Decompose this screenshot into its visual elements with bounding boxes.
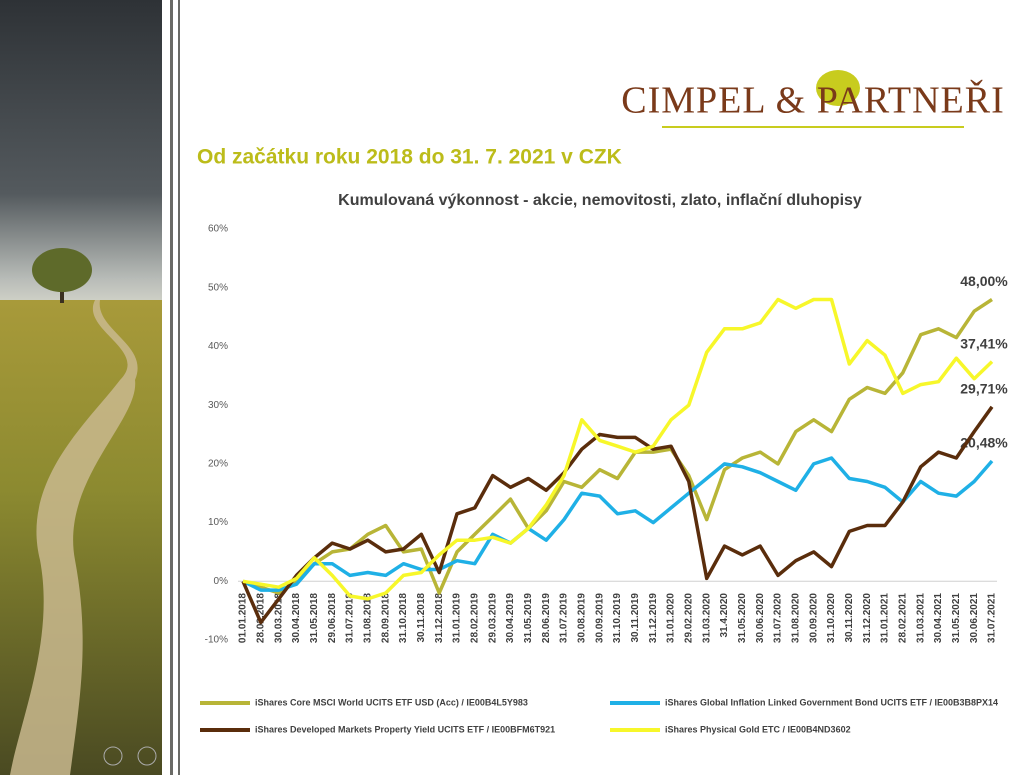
x-tick-label: 30.06.2020: [755, 593, 766, 643]
legend-label: iShares Developed Markets Property Yield…: [255, 724, 555, 734]
x-tick-label: 31.07.2018: [345, 593, 356, 643]
series-line: [241, 405, 994, 625]
x-tick-label: 30.11.2018: [416, 593, 427, 643]
x-tick-label: 30.04.2021: [933, 593, 944, 643]
x-tick-label: 30.06.2021: [969, 593, 980, 643]
x-tick-label: 31.05.2020: [737, 593, 748, 643]
toolbar-icon[interactable]: [137, 746, 157, 766]
slide-title: Od začátku roku 2018 do 31. 7. 2021 v CZ…: [197, 146, 622, 169]
x-tick-label: 29.02.2020: [683, 593, 694, 643]
x-tick-label: 30.04.2019: [505, 593, 516, 643]
series-line: [242, 456, 994, 592]
x-tick-label: 31.08.2018: [362, 593, 373, 643]
y-tick-label: 60%: [208, 224, 228, 235]
logo: CIMPEL & PARTNEŘI: [621, 70, 1005, 128]
x-tick-label: 31.10.2020: [826, 593, 837, 643]
x-tick-label: 31.01.2020: [666, 593, 677, 643]
x-tick-label: 31.08.2020: [790, 593, 801, 643]
x-tick-label: 31.07.2019: [559, 593, 570, 643]
chart-title: Kumulovaná výkonnost - akcie, nemovitost…: [338, 192, 862, 209]
x-tick-label: 31.12.2018: [434, 593, 445, 643]
y-tick-label: 50%: [208, 282, 228, 293]
y-tick-label: 30%: [208, 400, 228, 411]
x-tick-label: 30.03.2018: [273, 593, 284, 643]
x-tick-label: 31.10.2019: [612, 593, 623, 643]
x-tick-label: 31.12.2019: [648, 593, 659, 643]
y-tick-label: 0%: [214, 576, 229, 587]
x-tick-label: 31.4.2020: [719, 593, 730, 638]
y-tick-label: 40%: [208, 341, 228, 352]
x-tick-label: 31.03.2020: [701, 593, 712, 643]
x-tick-label: 28.09.2018: [380, 593, 391, 643]
x-tick-label: 30.08.2019: [576, 593, 587, 643]
x-tick-label: 28.06.2019: [541, 593, 552, 643]
x-tick-label: 31.07.2021: [987, 593, 998, 643]
value-label: 29,71%: [960, 381, 1008, 397]
legend-label: iShares Global Inflation Linked Governme…: [665, 697, 998, 707]
logo-leaf: [816, 70, 860, 106]
x-tick-label: 31.07.2020: [773, 593, 784, 643]
legend-label: iShares Physical Gold ETC / IE00B4ND3602: [665, 724, 851, 734]
x-tick-label: 29.03.2019: [487, 593, 498, 643]
y-tick-label: 20%: [208, 458, 228, 469]
series-line: [242, 297, 994, 601]
x-tick-label: 30.09.2019: [594, 593, 605, 643]
x-tick-label: 31.01.2021: [880, 593, 891, 643]
x-tick-label: 28.02.2019: [469, 593, 480, 643]
x-tick-label: 30.11.2020: [844, 593, 855, 643]
x-tick-label: 31.01.2019: [452, 593, 463, 643]
x-tick-label: 30.04.2018: [291, 593, 302, 643]
series-line: [242, 298, 993, 595]
x-tick-label: 31.03.2021: [915, 593, 926, 643]
x-tick-label: 31.12.2020: [862, 593, 873, 643]
legend-label: iShares Core MSCI World UCITS ETF USD (A…: [255, 697, 528, 707]
x-tick-label: 31.05.2019: [523, 593, 534, 643]
x-tick-label: 29.06.2018: [327, 593, 338, 643]
x-tick-label: 30.11.2019: [630, 593, 641, 643]
x-tick-label: 28.02.2021: [897, 593, 908, 643]
y-tick-label: 10%: [208, 517, 228, 528]
x-tick-label: 28.02.2018: [255, 593, 266, 643]
x-tick-label: 01.01.2018: [238, 593, 249, 643]
value-label: 37,41%: [960, 335, 1008, 351]
plot: -10% 0% 10% 20% 30% 40% 50% 60% 01.01.2018 28.02.…: [200, 224, 1008, 734]
photo: [0, 0, 186, 775]
x-tick-label: 31.05.2021: [951, 593, 962, 643]
value-label: 20,48%: [960, 435, 1008, 451]
x-tick-label: 30.09.2020: [808, 593, 819, 643]
y-tick-label: -10%: [205, 635, 228, 646]
x-tick-label: 31.10.2018: [398, 593, 409, 643]
value-label: 48,00%: [960, 273, 1008, 289]
logo-text: CIMPEL & PARTNEŘI: [621, 80, 1005, 122]
toolbar-icon[interactable]: [103, 746, 123, 766]
x-tick-label: 31.05.2018: [309, 593, 320, 643]
